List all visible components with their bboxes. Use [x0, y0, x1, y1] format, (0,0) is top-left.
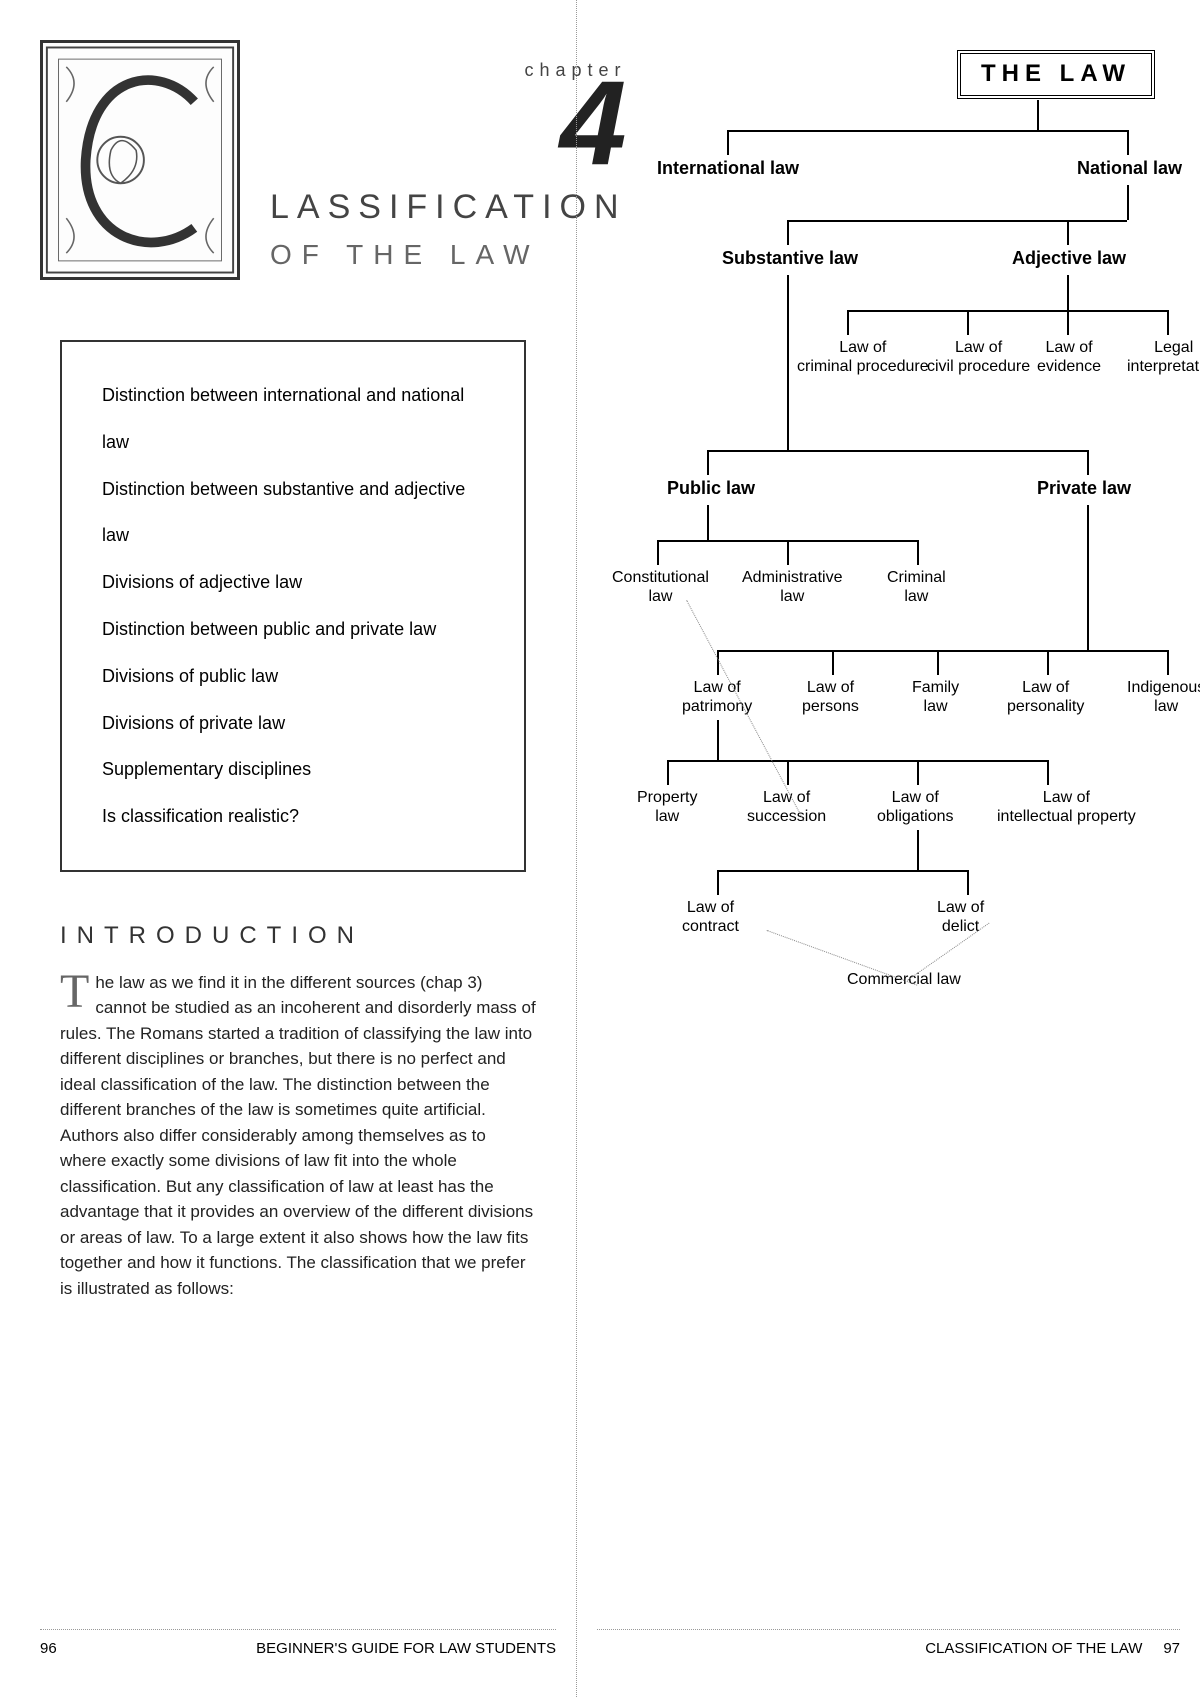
tree-line — [917, 830, 919, 870]
tree-indigenous-law: Indigenouslaw — [1127, 678, 1200, 716]
tree-constitutional-law: Constitutionallaw — [612, 568, 709, 606]
decorative-initial-c — [40, 40, 240, 280]
tree-line — [727, 130, 1127, 132]
classification-tree: THE LAW International law National law S… — [587, 40, 1180, 1540]
tree-administrative-law: Administrativelaw — [742, 568, 842, 606]
tree-line — [1167, 650, 1169, 675]
tree-law-ip: Law ofintellectual property — [997, 788, 1136, 826]
tree-line — [727, 130, 729, 155]
tree-line — [1037, 100, 1039, 130]
tree-line — [667, 760, 669, 785]
tree-law-contract: Law ofcontract — [682, 898, 739, 936]
tree-property-law: Propertylaw — [637, 788, 697, 826]
tree-line — [1167, 310, 1169, 335]
chapter-number: 4 — [270, 81, 627, 165]
tree-line — [787, 220, 1127, 222]
tree-line — [717, 650, 1167, 652]
tree-law-succession: Law ofsuccession — [747, 788, 826, 826]
left-page: chapter 4 LASSIFICATION OF THE LAW Disti… — [0, 0, 576, 1697]
contents-item: Distinction between public and private l… — [102, 606, 484, 653]
tree-line — [657, 540, 659, 565]
contents-item: Divisions of public law — [102, 653, 484, 700]
tree-line — [717, 870, 967, 872]
tree-line — [1087, 505, 1089, 650]
right-page-number: 97 — [1163, 1640, 1180, 1657]
chapter-title-2: OF THE LAW — [270, 239, 627, 271]
contents-item: Distinction between substantive and adje… — [102, 466, 484, 560]
tree-international-law: International law — [657, 158, 799, 180]
chapter-title-block: chapter 4 LASSIFICATION OF THE LAW — [270, 40, 627, 271]
right-footer: CLASSIFICATION OF THE LAW 97 — [597, 1629, 1180, 1657]
tree-line — [787, 275, 789, 450]
contents-item: Divisions of adjective law — [102, 559, 484, 606]
intro-body: he law as we find it in the different so… — [60, 973, 536, 1298]
tree-private-law: Private law — [1037, 478, 1131, 500]
tree-line — [1047, 650, 1049, 675]
tree-line — [717, 720, 719, 760]
tree-line — [717, 870, 719, 895]
tree-line — [1067, 220, 1069, 245]
tree-criminal-procedure: Law ofcriminal procedure — [797, 338, 929, 376]
tree-evidence: Law ofevidence — [1037, 338, 1101, 376]
contents-box: Distinction between international and na… — [60, 340, 526, 872]
tree-line — [917, 540, 919, 565]
left-footer: 96 BEGINNER'S GUIDE FOR LAW STUDENTS — [40, 1629, 556, 1657]
tree-line — [707, 505, 709, 540]
tree-criminal-law: Criminallaw — [887, 568, 946, 606]
right-footer-text: CLASSIFICATION OF THE LAW — [925, 1640, 1142, 1657]
tree-legal-interpretation: Legalinterpretation — [1127, 338, 1200, 376]
tree-line — [967, 870, 969, 895]
tree-line — [787, 540, 789, 565]
chapter-heading: chapter 4 LASSIFICATION OF THE LAW — [40, 40, 546, 280]
tree-line — [1047, 760, 1049, 785]
tree-law-personality: Law ofpersonality — [1007, 678, 1084, 716]
chapter-title-1: LASSIFICATION — [270, 185, 627, 229]
intro-dropcap: T — [60, 970, 95, 1013]
contents-item: Distinction between international and na… — [102, 372, 484, 466]
left-page-number: 96 — [40, 1640, 57, 1657]
tree-line — [967, 310, 969, 335]
tree-line — [787, 220, 789, 245]
tree-line — [937, 650, 939, 675]
tree-substantive-law: Substantive law — [722, 248, 858, 270]
tree-line — [667, 760, 1047, 762]
contents-item: Supplementary disciplines — [102, 746, 484, 793]
tree-line — [832, 650, 834, 675]
right-page: THE LAW International law National law S… — [576, 0, 1200, 1697]
tree-law-persons: Law ofpersons — [802, 678, 859, 716]
tree-line — [1127, 130, 1129, 155]
tree-family-law: Familylaw — [912, 678, 959, 716]
tree-national-law: National law — [1077, 158, 1182, 180]
intro-paragraph: T he law as we find it in the different … — [40, 970, 546, 1302]
tree-line — [917, 760, 919, 785]
page: chapter 4 LASSIFICATION OF THE LAW Disti… — [0, 0, 1200, 1697]
tree-line — [847, 310, 1167, 312]
tree-law-obligations: Law ofobligations — [877, 788, 954, 826]
tree-root: THE LAW — [957, 50, 1155, 99]
tree-line — [707, 450, 709, 475]
tree-adjective-law: Adjective law — [1012, 248, 1126, 270]
tree-law-patrimony: Law ofpatrimony — [682, 678, 752, 716]
left-footer-text: BEGINNER'S GUIDE FOR LAW STUDENTS — [256, 1640, 556, 1657]
tree-line — [1067, 275, 1069, 310]
tree-public-law: Public law — [667, 478, 755, 500]
tree-line — [787, 760, 789, 785]
intro-heading: INTRODUCTION — [60, 922, 546, 950]
tree-civil-procedure: Law ofcivil procedure — [927, 338, 1030, 376]
tree-line — [1127, 185, 1129, 220]
tree-dotted-line — [767, 930, 918, 986]
tree-line — [707, 450, 1087, 452]
tree-line — [1067, 310, 1069, 335]
tree-line — [1087, 450, 1089, 475]
contents-item: Divisions of private law — [102, 700, 484, 747]
tree-line — [847, 310, 849, 335]
contents-item: Is classification realistic? — [102, 793, 484, 840]
